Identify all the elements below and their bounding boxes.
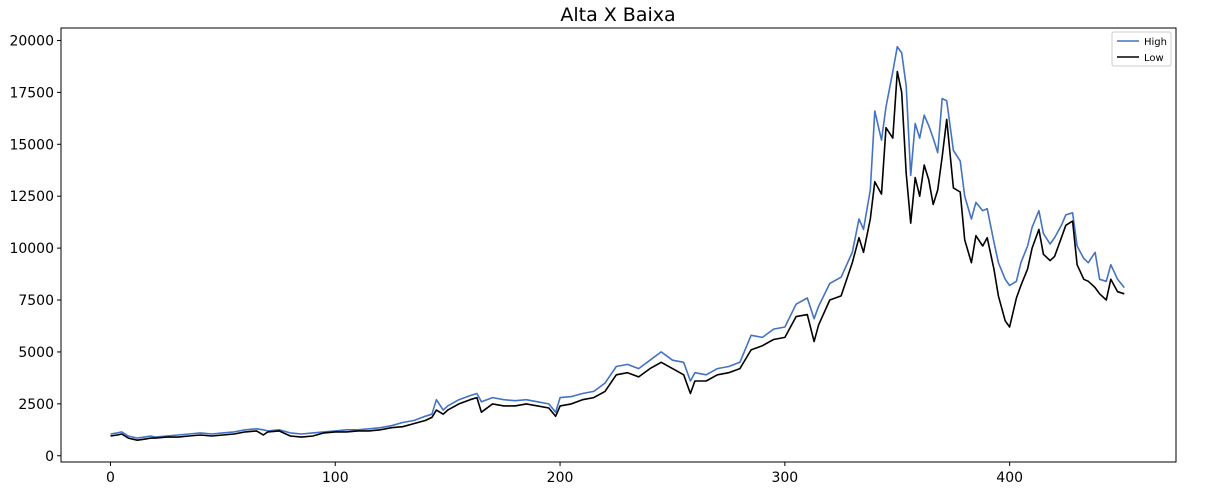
x-tick-label: 0: [106, 470, 115, 486]
x-axis: 0 100 200 300 400: [106, 462, 1023, 486]
y-tick-label: 5000: [18, 345, 54, 361]
plot-area-frame: [60, 27, 1177, 463]
y-tick-label: 10000: [9, 241, 54, 257]
y-axis: 0 2500 5000 7500 10000 12500 15000 17500 20000: [9, 33, 61, 465]
legend-label-high: High: [1144, 37, 1167, 48]
series-line-low: [110, 70, 1125, 442]
x-tick-label: 400: [996, 470, 1023, 486]
legend: High Low: [1111, 31, 1172, 67]
y-tick-label: 0: [45, 449, 54, 465]
chart-title: Alta X Baixa: [560, 4, 675, 26]
y-tick-label: 15000: [9, 137, 54, 153]
y-tick-label: 17500: [9, 85, 54, 101]
y-tick-label: 20000: [9, 33, 54, 49]
x-tick-label: 300: [771, 470, 798, 486]
series-group: [110, 45, 1125, 442]
y-tick-label: 7500: [18, 293, 54, 309]
legend-label-low: Low: [1144, 53, 1164, 64]
series-line-high: [110, 45, 1125, 439]
x-tick-label: 100: [322, 470, 349, 486]
y-tick-label: 2500: [18, 397, 54, 413]
y-tick-label: 12500: [9, 189, 54, 205]
x-tick-label: 200: [547, 470, 574, 486]
